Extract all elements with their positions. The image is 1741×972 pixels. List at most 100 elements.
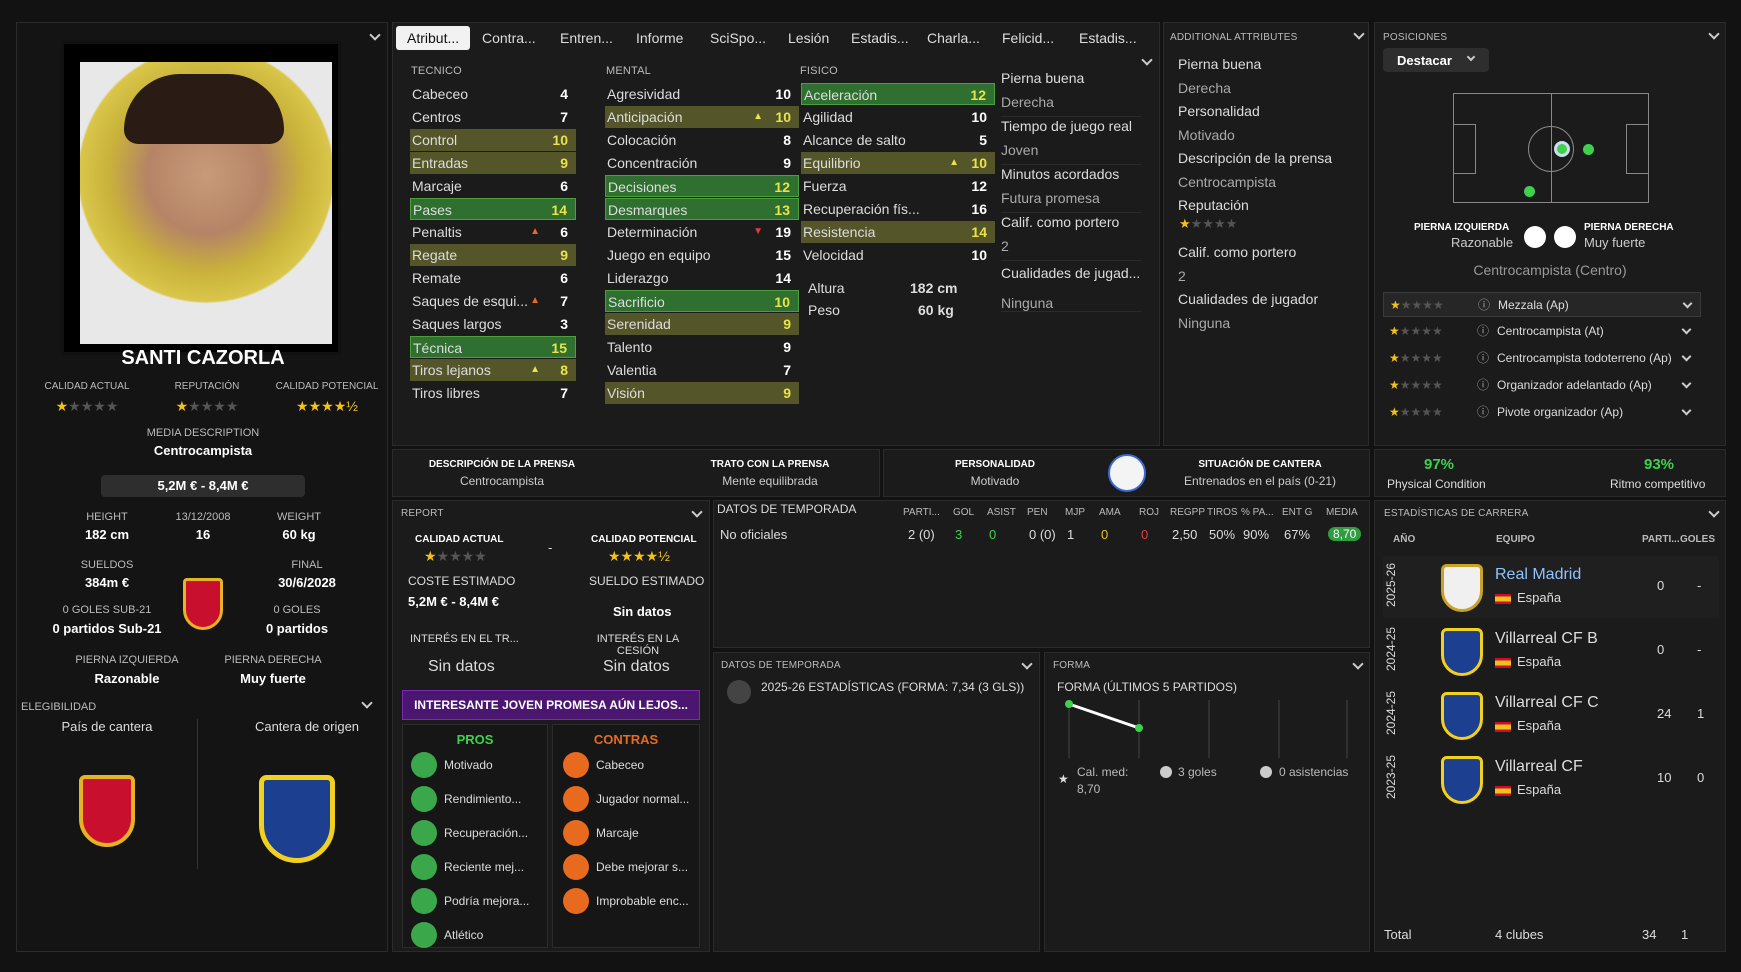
tab-1[interactable]: Contra... [482,30,536,46]
tab-3[interactable]: Informe [636,30,684,46]
attribute-row[interactable]: Desmarques 13 [605,198,799,220]
tab-6[interactable]: Estadis... [851,30,909,46]
con-item: Jugador normal... [596,792,690,806]
career-apps: 0 [1657,578,1665,593]
tab-7[interactable]: Charla... [927,30,980,46]
attribute-name: Entradas [412,155,469,171]
season-title[interactable]: DATOS DE TEMPORADA [717,502,857,516]
report-verdict-button[interactable]: INTERESANTE JOVEN PROMESA AÚN LEJOS... [402,690,700,720]
loan-interest-label: INTERÉS EN LA CESIÓN [596,633,680,657]
attribute-row[interactable]: Remate 6 [410,267,576,289]
position-marker-primary[interactable] [1554,141,1570,157]
eligibility-link[interactable]: ELEGIBILIDAD [21,701,97,713]
attribute-row[interactable]: Valentia 7 [605,359,799,381]
attribute-row[interactable]: Determinación 19 ▼ [605,221,799,243]
attribute-row[interactable]: Juego en equipo 15 [605,244,799,266]
chevron-down-icon[interactable] [1681,378,1692,389]
info-icon[interactable]: ⓘ [1477,378,1490,392]
chevron-down-icon[interactable] [361,697,373,709]
attribute-row[interactable]: Colocación 8 [605,129,799,151]
role-row[interactable]: ★★★★★ ⓘ Centrocampista (At) [1383,319,1701,344]
height-value: 182 cm [84,527,130,542]
form-subtitle[interactable]: FORMA (ÚLTIMOS 5 PARTIDOS) [1057,680,1238,694]
tab-0[interactable]: Atribut... [396,26,471,50]
career-team[interactable]: Villarreal CF B [1495,630,1598,647]
extra-attr: Futura promesa [1001,190,1100,206]
season-col-header: ASIST [987,507,1016,518]
attribute-row[interactable]: Entradas 9 [410,152,576,174]
career-row[interactable]: 2025-26 Real Madrid España 0 - [1383,556,1719,618]
highlight-dropdown[interactable] [1383,48,1489,72]
chevron-down-icon[interactable] [369,29,381,41]
attribute-row[interactable]: Alcance de salto 5 [801,129,995,151]
tab-2[interactable]: Entren... [560,30,613,46]
attribute-name: Agresividad [607,86,681,102]
role-row[interactable]: ★★★★★ ⓘ Pivote organizador (Ap) [1383,400,1701,425]
attribute-row[interactable]: Regate 9 [410,244,576,266]
attribute-row[interactable]: Decisiones 12 [605,175,799,197]
season2-title: DATOS DE TEMPORADA [721,660,841,671]
attribute-row[interactable]: Saques largos 3 [410,313,576,335]
career-total-goals: 1 [1681,927,1689,942]
attribute-row[interactable]: Aceleración 12 [801,83,995,105]
attribute-row[interactable]: Agilidad 10 [801,106,995,128]
chevron-down-icon[interactable] [1681,324,1692,335]
attribute-row[interactable]: Velocidad 10 [801,244,995,266]
attribute-row[interactable]: Visión 9 [605,382,799,404]
form-chart [1065,700,1348,758]
attribute-row[interactable]: Control 10 [410,129,576,151]
info-icon[interactable]: ⓘ [1477,405,1490,419]
attribute-row[interactable]: Recuperación fís... 16 [801,198,995,220]
role-row[interactable]: ★★★★★ ⓘ Mezzala (Ap) [1383,292,1701,317]
attribute-row[interactable]: Cabeceo 4 [410,83,576,105]
position-marker[interactable] [1524,186,1535,197]
attribute-row[interactable]: Fuerza 12 [801,175,995,197]
info-icon[interactable]: ⓘ [1477,324,1490,338]
attribute-row[interactable]: Centros 7 [410,106,576,128]
tab-4[interactable]: SciSpo... [710,30,767,46]
chevron-down-icon[interactable] [1682,298,1693,309]
attribute-row[interactable]: Concentración 9 [605,152,799,174]
tab-9[interactable]: Estadis... [1079,30,1137,46]
attribute-row[interactable]: Pases 14 [410,198,576,220]
role-row[interactable]: ★★★★★ ⓘ Centrocampista todoterreno (Ap) [1383,346,1701,371]
decline-arrow-icon: ▼ [753,226,763,237]
attribute-name: Fuerza [803,178,847,194]
chevron-down-icon[interactable] [1681,351,1692,362]
attribute-row[interactable]: Talento 9 [605,336,799,358]
attribute-row[interactable]: Serenidad 9 [605,313,799,335]
tab-5[interactable]: Lesión [788,30,830,46]
attribute-row[interactable]: Tiros lejanos 8 ▲ [410,359,576,381]
career-row[interactable]: 2024-25 Villarreal CF C España 24 1 [1383,684,1719,746]
form-point [1065,700,1073,708]
info-icon[interactable]: ⓘ [1477,351,1490,365]
role-stars: ★★★★★ [1390,298,1444,312]
attribute-row[interactable]: Anticipación 10 ▲ [605,106,799,128]
positions-title: POSICIONES [1383,32,1448,43]
additional-item: Derecha [1178,79,1231,96]
attribute-row[interactable]: Liderazgo 14 [605,267,799,289]
role-row[interactable]: ★★★★★ ⓘ Organizador adelantado (Ap) [1383,373,1701,398]
tab-8[interactable]: Felicid... [1002,30,1055,46]
attribute-row[interactable]: Saques de esqui... 7 ▲ [410,290,576,312]
attribute-row[interactable]: Agresividad 10 [605,83,799,105]
attribute-row[interactable]: Penaltis 6 ▲ [410,221,576,243]
career-team[interactable]: Villarreal CF C [1495,694,1599,711]
career-team[interactable]: Real Madrid [1495,566,1582,583]
career-row[interactable]: 2023-25 Villarreal CF España 10 0 [1383,748,1719,810]
chevron-down-icon[interactable] [1681,405,1692,416]
attribute-row[interactable]: Marcaje 6 [410,175,576,197]
player-photo [61,41,341,355]
attribute-row[interactable]: Sacrificio 10 [605,290,799,312]
career-year: 2024-25 [1384,626,1398,672]
attribute-value: 15 [551,340,567,356]
attribute-row[interactable]: Tiros libres 7 [410,382,576,404]
career-row[interactable]: 2024-25 Villarreal CF B España 0 - [1383,620,1719,682]
info-icon[interactable]: ⓘ [1478,298,1491,312]
attribute-row[interactable]: Técnica 15 [410,336,576,358]
career-team[interactable]: Villarreal CF [1495,758,1583,775]
attribute-row[interactable]: Equilibrio 10 ▲ [801,152,995,174]
position-marker[interactable] [1583,144,1594,155]
attribute-value: 12 [774,179,790,195]
attribute-row[interactable]: Resistencia 14 [801,221,995,243]
